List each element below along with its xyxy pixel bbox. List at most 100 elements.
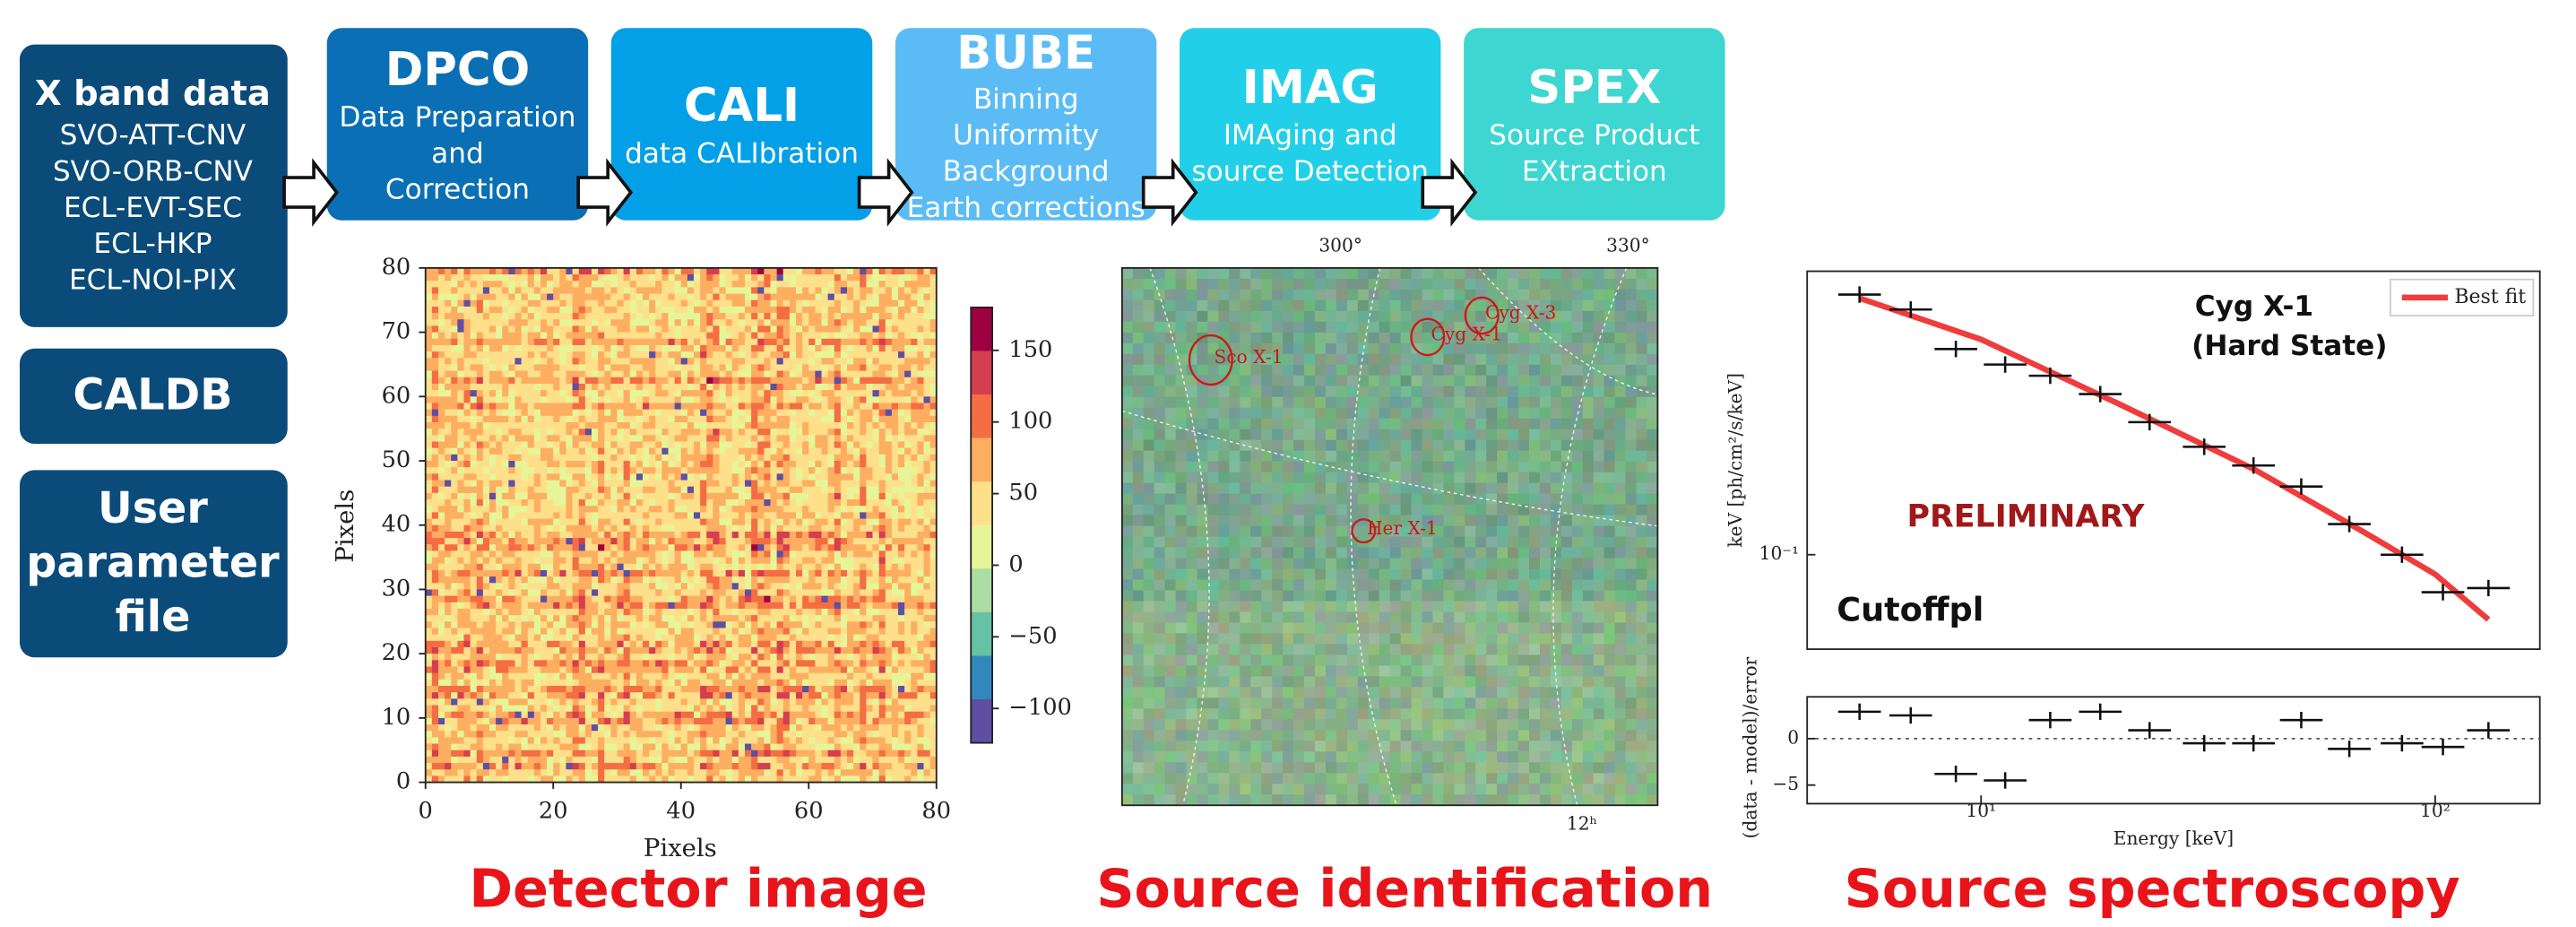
heatmap-cell — [579, 448, 586, 455]
heatmap-cell — [904, 358, 912, 365]
heatmap-cell — [553, 609, 560, 616]
heatmap-cell — [841, 333, 848, 340]
step-name: DPCO — [385, 43, 530, 97]
heatmap-cell — [643, 461, 650, 468]
heatmap-cell — [706, 576, 713, 584]
heatmap-cell — [508, 339, 515, 346]
heatmap-cell — [432, 525, 439, 533]
heatmap-cell — [841, 325, 848, 333]
heatmap-cell — [598, 268, 605, 275]
heatmap-cell — [514, 538, 522, 545]
heatmap-cell — [841, 596, 848, 603]
heatmap-cell — [426, 435, 433, 442]
step-desc: Source Product — [1489, 119, 1699, 152]
heatmap-cell — [528, 525, 535, 533]
heatmap-cell — [924, 532, 931, 539]
heatmap-cell — [815, 519, 822, 526]
heatmap-cell — [834, 615, 842, 622]
heatmap-cell — [675, 371, 682, 378]
heatmap-cell — [566, 576, 573, 584]
heatmap-cell — [847, 583, 854, 590]
heatmap-cell — [636, 319, 644, 326]
heatmap-cell — [924, 435, 931, 442]
heatmap-cell — [508, 358, 515, 365]
heatmap-cell — [534, 333, 541, 340]
heatmap-cell — [821, 403, 828, 410]
heatmap-cell — [661, 544, 669, 551]
heatmap-cell — [528, 596, 535, 603]
heatmap-cell — [821, 621, 828, 628]
heatmap-cell — [719, 602, 726, 610]
heatmap-cell — [860, 654, 867, 661]
heatmap-cell — [624, 364, 631, 371]
heatmap-cell — [471, 416, 478, 423]
heatmap-cell — [438, 564, 445, 571]
heatmap-cell — [770, 384, 777, 391]
heatmap-cell — [553, 422, 560, 429]
heatmap-cell — [841, 268, 848, 275]
heatmap-cell — [745, 410, 752, 417]
heatmap-cell — [655, 274, 662, 282]
heatmap-cell — [502, 660, 509, 667]
heatmap-cell — [706, 333, 713, 340]
heatmap-cell — [585, 499, 592, 507]
heatmap-cell — [911, 396, 918, 403]
heatmap-cell — [655, 294, 662, 301]
heatmap-cell — [522, 339, 529, 346]
heatmap-cell — [432, 429, 439, 436]
heatmap-cell — [675, 641, 682, 648]
heatmap-cell — [592, 300, 599, 308]
heatmap-cell — [432, 390, 439, 397]
heatmap-cell — [592, 473, 599, 481]
heatmap-cell — [489, 448, 497, 455]
heatmap-cell — [649, 325, 656, 333]
heatmap-cell — [668, 467, 675, 474]
heatmap-cell — [457, 339, 464, 346]
heatmap-cell — [573, 654, 580, 661]
heatmap-cell — [579, 294, 586, 301]
heatmap-cell — [489, 442, 497, 449]
heatmap-cell — [777, 307, 784, 314]
heatmap-cell — [866, 268, 873, 275]
heatmap-cell — [483, 274, 490, 282]
heatmap-cell — [585, 333, 592, 340]
heatmap-cell — [598, 403, 605, 410]
heatmap-cell — [726, 660, 733, 667]
heatmap-cell — [451, 621, 458, 628]
heatmap-cell — [892, 377, 899, 385]
heatmap-cell — [604, 576, 611, 584]
heatmap-cell — [540, 313, 548, 320]
heatmap-cell — [917, 641, 924, 648]
heatmap-cell — [636, 589, 644, 596]
heatmap-cell — [783, 544, 791, 551]
heatmap-cell — [553, 448, 560, 455]
heatmap-cell — [668, 339, 675, 346]
heatmap-cell — [438, 268, 445, 275]
heatmap-cell — [764, 410, 771, 417]
heatmap-cell — [796, 274, 803, 282]
heatmap-cell — [610, 615, 618, 622]
heatmap-cell — [668, 615, 675, 622]
heatmap-cell — [790, 268, 797, 275]
heatmap-cell — [783, 448, 791, 455]
heatmap-cell — [808, 364, 816, 371]
heatmap-cell — [911, 538, 918, 545]
heatmap-cell — [700, 377, 707, 385]
heatmap-cell — [610, 429, 618, 436]
heatmap-cell — [745, 287, 752, 294]
heatmap-cell — [713, 596, 720, 603]
heatmap-cell — [917, 467, 924, 474]
heatmap-cell — [713, 589, 720, 596]
heatmap-cell — [630, 461, 637, 468]
heatmap-cell — [904, 448, 912, 455]
heatmap-cell — [790, 384, 797, 391]
heatmap-cell — [528, 274, 535, 282]
heatmap-cell — [592, 268, 599, 275]
heatmap-cell — [904, 532, 912, 539]
heatmap-cell — [534, 294, 541, 301]
heatmap-cell — [777, 339, 784, 346]
heatmap-cell — [661, 512, 669, 519]
heatmap-cell — [783, 473, 791, 481]
heatmap-cell — [751, 641, 758, 648]
heatmap-cell — [681, 274, 688, 282]
